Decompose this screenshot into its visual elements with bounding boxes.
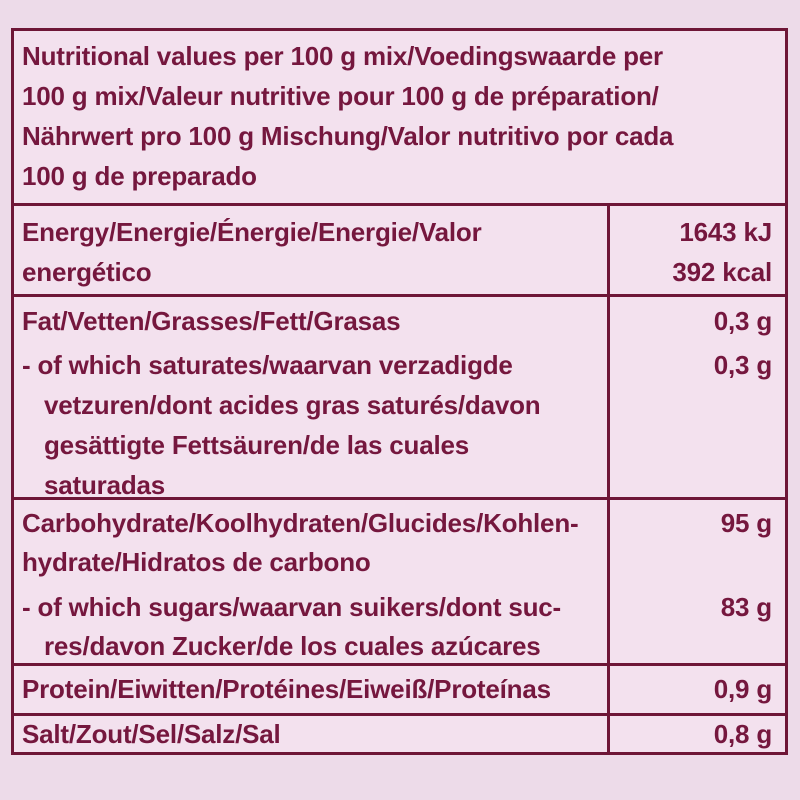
- table-row: - of which saturates/waarvan verzadigde …: [14, 341, 785, 505]
- salt-label: Salt/Zout/Sel/Salz/Sal: [22, 719, 281, 749]
- table-row: Protein/Eiwitten/Protéines/Eiweiß/Proteí…: [14, 666, 785, 713]
- section-fat: Fat/Vetten/Grasses/Fett/Grasas 0,3 g - o…: [14, 294, 785, 505]
- carbohydrate-label: Carbohydrate/Koolhydraten/Glucides/Kohle…: [22, 508, 579, 577]
- sugars-label: - of which sugars/waarvan suikers/dont s…: [22, 592, 561, 661]
- table-row: Salt/Zout/Sel/Salz/Sal 0,8 g: [14, 716, 785, 752]
- sugars-value: 83 g: [607, 582, 785, 666]
- saturates-value: 0,3 g: [607, 341, 785, 505]
- protein-value: 0,9 g: [607, 666, 785, 713]
- fat-label: Fat/Vetten/Grasses/Fett/Grasas: [22, 306, 401, 336]
- table-row: - of which sugars/waarvan suikers/dont s…: [14, 582, 785, 666]
- nutrition-table: Nutritional values per 100 g mix/Voeding…: [11, 28, 788, 755]
- table-row: Energy/Energie/Énergie/Energie/Valor ene…: [14, 206, 785, 294]
- energy-value: 1643 kJ 392 kcal: [607, 206, 785, 294]
- table-row: Carbohydrate/Koolhydraten/Glucides/Kohle…: [14, 500, 785, 582]
- carbohydrate-value: 95 g: [607, 500, 785, 582]
- section-energy: Energy/Energie/Énergie/Energie/Valor ene…: [14, 203, 785, 294]
- section-protein: Protein/Eiwitten/Protéines/Eiweiß/Proteí…: [14, 663, 785, 713]
- table-row: Fat/Vetten/Grasses/Fett/Grasas 0,3 g: [14, 297, 785, 341]
- section-salt: Salt/Zout/Sel/Salz/Sal 0,8 g: [14, 713, 785, 752]
- table-header: Nutritional values per 100 g mix/Voeding…: [22, 41, 674, 191]
- energy-label: Energy/Energie/Énergie/Energie/Valor ene…: [22, 217, 482, 287]
- salt-value: 0,8 g: [607, 716, 785, 752]
- saturates-label: - of which saturates/waarvan verzadigde …: [22, 350, 541, 500]
- section-carbohydrate: Carbohydrate/Koolhydraten/Glucides/Kohle…: [14, 497, 785, 666]
- protein-label: Protein/Eiwitten/Protéines/Eiweiß/Proteí…: [22, 674, 551, 704]
- fat-value: 0,3 g: [607, 297, 785, 341]
